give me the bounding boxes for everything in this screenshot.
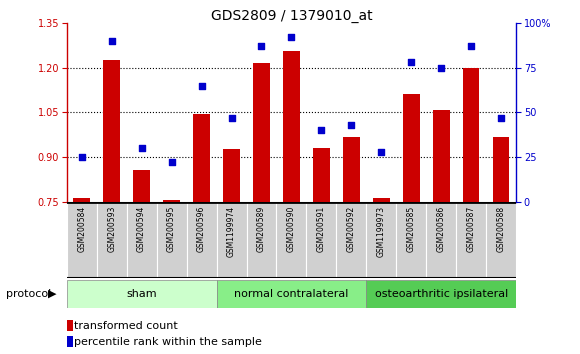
Point (407, 59, 416, 65)
Point (77, 154, 86, 160)
Text: GSM200594: GSM200594 (137, 206, 146, 252)
Bar (403, 93, 419, 202)
Bar (367, 202, 396, 278)
Bar (126, 202, 157, 278)
Point (437, 65, 446, 70)
Bar (456, 202, 486, 278)
Bar (97, 202, 126, 278)
Text: normal contralateral: normal contralateral (234, 289, 349, 299)
Bar (157, 202, 187, 278)
Bar (277, 202, 306, 278)
Text: GSM1199974: GSM1199974 (227, 206, 236, 257)
Bar (306, 202, 336, 278)
Point (257, 44, 266, 49)
Text: percentile rank within the sample: percentile rank within the sample (74, 337, 262, 347)
Bar (164, 200, 180, 202)
Text: osteoarthritic ipsilateral: osteoarthritic ipsilateral (375, 289, 508, 299)
Text: GSM200586: GSM200586 (437, 206, 446, 252)
Text: GSM200590: GSM200590 (287, 206, 296, 252)
Point (467, 44, 476, 49)
Text: GSM200592: GSM200592 (347, 206, 356, 252)
Text: GSM200593: GSM200593 (107, 206, 116, 252)
Text: sham: sham (126, 289, 157, 299)
Text: GSM200587: GSM200587 (467, 206, 476, 252)
Text: GSM200584: GSM200584 (77, 206, 86, 252)
Bar (426, 202, 456, 278)
Text: GSM200591: GSM200591 (317, 206, 326, 252)
Bar (283, 51, 300, 202)
Point (227, 115, 236, 121)
Bar (373, 198, 390, 202)
Point (496, 115, 506, 121)
Text: GSM200588: GSM200588 (496, 206, 506, 252)
Point (107, 38, 116, 44)
Text: transformed count: transformed count (74, 321, 177, 331)
Text: GSM200596: GSM200596 (197, 206, 206, 252)
Bar (313, 148, 329, 202)
Text: GSM200595: GSM200595 (167, 206, 176, 252)
Text: GSM200589: GSM200589 (257, 206, 266, 252)
Bar (493, 137, 509, 202)
Bar (253, 63, 270, 202)
Bar (187, 202, 216, 278)
Bar (216, 280, 367, 308)
Bar (246, 202, 277, 278)
Point (317, 127, 326, 133)
Point (197, 83, 206, 88)
Text: GDS2809 / 1379010_at: GDS2809 / 1379010_at (211, 9, 372, 23)
Bar (486, 202, 516, 278)
Bar (67, 202, 97, 278)
Bar (103, 60, 120, 202)
Bar (367, 280, 516, 308)
Bar (74, 198, 90, 202)
Text: protocol: protocol (6, 289, 51, 299)
Bar (433, 110, 450, 202)
Bar (343, 137, 360, 202)
Bar (193, 114, 210, 202)
Bar (396, 202, 426, 278)
Bar (133, 171, 150, 202)
Bar (463, 68, 480, 202)
Point (167, 160, 176, 165)
Point (377, 149, 386, 155)
Bar (216, 202, 246, 278)
Text: GSM1199973: GSM1199973 (377, 206, 386, 257)
Point (137, 145, 146, 151)
Text: GSM200585: GSM200585 (407, 206, 416, 252)
Text: ▶: ▶ (48, 289, 56, 299)
Bar (336, 202, 367, 278)
Bar (67, 280, 216, 308)
Bar (223, 149, 240, 202)
Point (287, 34, 296, 40)
Point (347, 122, 356, 128)
